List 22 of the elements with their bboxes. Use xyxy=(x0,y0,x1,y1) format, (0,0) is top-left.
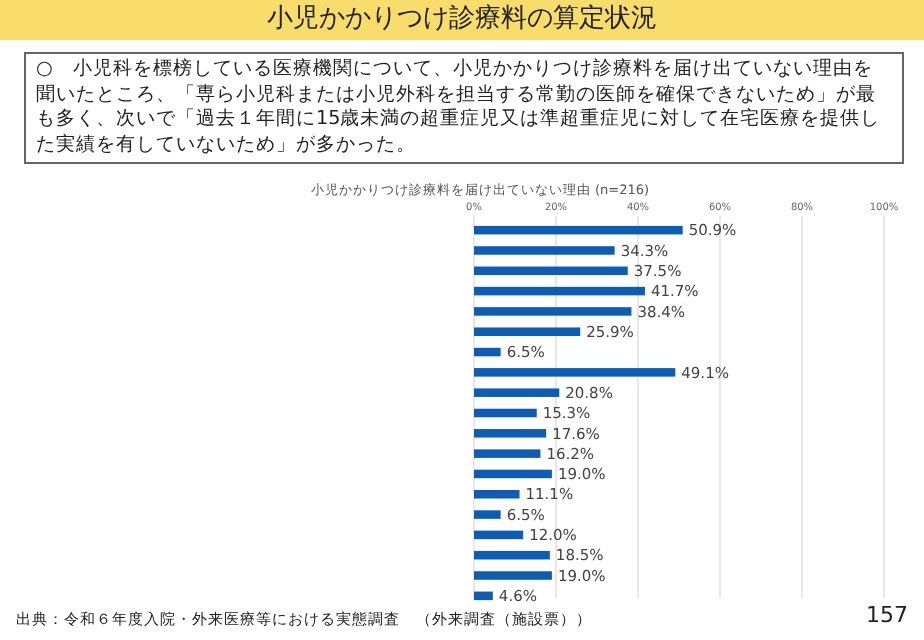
bar xyxy=(474,469,552,479)
bar xyxy=(474,510,501,519)
bar xyxy=(474,286,645,296)
bar xyxy=(474,246,615,255)
bar xyxy=(474,429,547,438)
bar xyxy=(474,368,676,377)
bar xyxy=(474,327,581,336)
bar xyxy=(474,408,537,418)
bar xyxy=(474,490,520,499)
bar xyxy=(474,307,632,316)
bar xyxy=(474,550,550,560)
chart-title: 小児かかりつけ診療料の算定状況 xyxy=(0,0,924,40)
bar xyxy=(474,347,501,357)
bar xyxy=(474,530,524,540)
bar xyxy=(474,225,683,235)
bar xyxy=(474,591,493,601)
bar xyxy=(474,388,560,397)
bar xyxy=(474,449,541,458)
text: 157 xyxy=(866,602,908,628)
text: ○ 小児科を標榜している医療機関について、小児かかりつけ診療料を届け出ていない理由を聞いたところ、「専ら小児科または小児外科を担当する常勤の医師を確保できないため」が最も多く、次いで「過去１年間に15歳未満の超重症児又は準超重症児に対して在宅医療を提供した実績を有していないため」が多かった。 xyxy=(24,52,904,164)
bar xyxy=(474,266,628,276)
bar xyxy=(474,571,552,580)
